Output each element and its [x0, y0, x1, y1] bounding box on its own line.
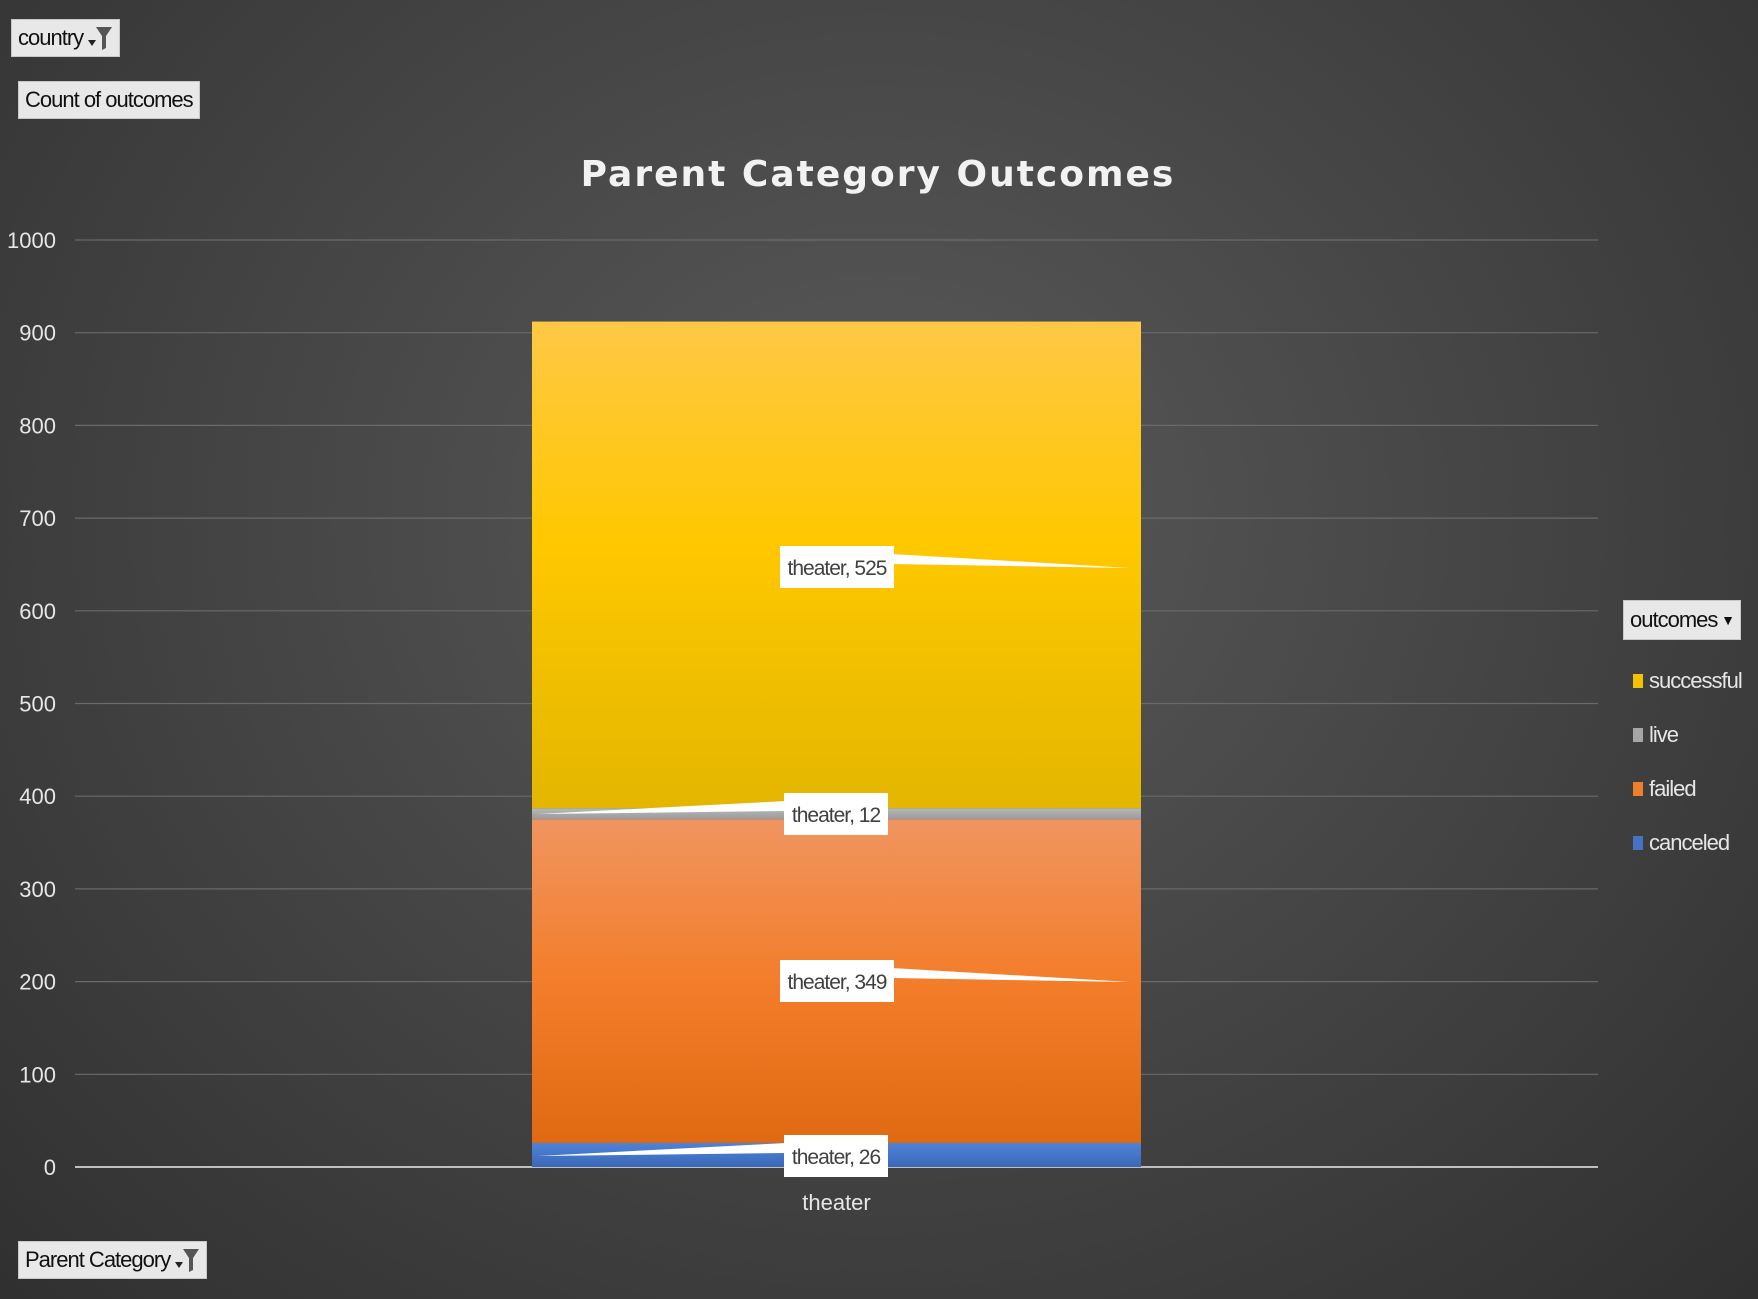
country-filter-label: country — [18, 25, 84, 50]
legend-swatch — [1633, 728, 1643, 742]
filter-icon — [175, 1249, 200, 1272]
legend-swatch — [1633, 782, 1643, 796]
y-tick-label: 300 — [19, 877, 56, 902]
legend-swatch — [1633, 836, 1643, 850]
y-tick-label: 500 — [19, 692, 56, 717]
data-label-failed: theater, 349 — [788, 971, 887, 994]
filter-icon — [88, 27, 113, 50]
chart-title: Parent Category Outcomes — [581, 154, 1176, 195]
legend-header-label: outcomes — [1630, 607, 1718, 632]
y-tick-label: 0 — [44, 1155, 56, 1180]
dropdown-arrow-icon: ▼ — [1721, 612, 1735, 628]
country-filter-button[interactable]: country — [11, 19, 121, 57]
data-label-box — [784, 793, 888, 835]
parent-category-filter-label: Parent Category — [25, 1247, 171, 1272]
y-tick-label: 100 — [19, 1062, 56, 1087]
x-tick-label: theater — [802, 1190, 871, 1215]
data-label-leader — [892, 554, 1130, 568]
y-tick-label: 800 — [19, 413, 56, 438]
legend-label: live — [1649, 722, 1679, 747]
legend: outcomes ▼ successful live failed cancel… — [1623, 600, 1753, 856]
legend-label: canceled — [1649, 830, 1730, 855]
values-field-label: Count of outcomes — [25, 87, 194, 112]
y-tick-label: 700 — [19, 506, 56, 531]
data-label-canceled: theater, 26 — [792, 1146, 881, 1169]
y-tick-label: 600 — [19, 599, 56, 624]
y-tick-label: 200 — [19, 970, 56, 995]
data-label-box — [784, 1135, 888, 1177]
legend-item-failed[interactable]: failed — [1633, 776, 1753, 802]
data-label-leader — [892, 968, 1130, 982]
data-label-successful: theater, 525 — [788, 557, 887, 580]
legend-item-canceled[interactable]: canceled — [1633, 830, 1753, 856]
data-label-box — [780, 960, 894, 1002]
y-tick-label: 900 — [19, 321, 56, 346]
data-label-box — [780, 546, 894, 588]
legend-label: successful — [1649, 668, 1743, 693]
data-label-leader — [538, 801, 786, 814]
y-tick-label: 400 — [19, 784, 56, 809]
count-of-outcomes-button[interactable]: Count of outcomes — [18, 81, 200, 119]
data-label-leader — [538, 1143, 786, 1156]
parent-category-filter-button[interactable]: Parent Category — [18, 1241, 208, 1279]
data-label-live: theater, 12 — [792, 804, 881, 827]
legend-item-live[interactable]: live — [1633, 722, 1753, 748]
legend-item-successful[interactable]: successful — [1633, 668, 1753, 694]
outcomes-filter-button[interactable]: outcomes ▼ — [1623, 600, 1741, 640]
legend-label: failed — [1649, 776, 1697, 801]
y-tick-label: 1000 — [7, 228, 56, 253]
legend-swatch — [1633, 674, 1643, 688]
